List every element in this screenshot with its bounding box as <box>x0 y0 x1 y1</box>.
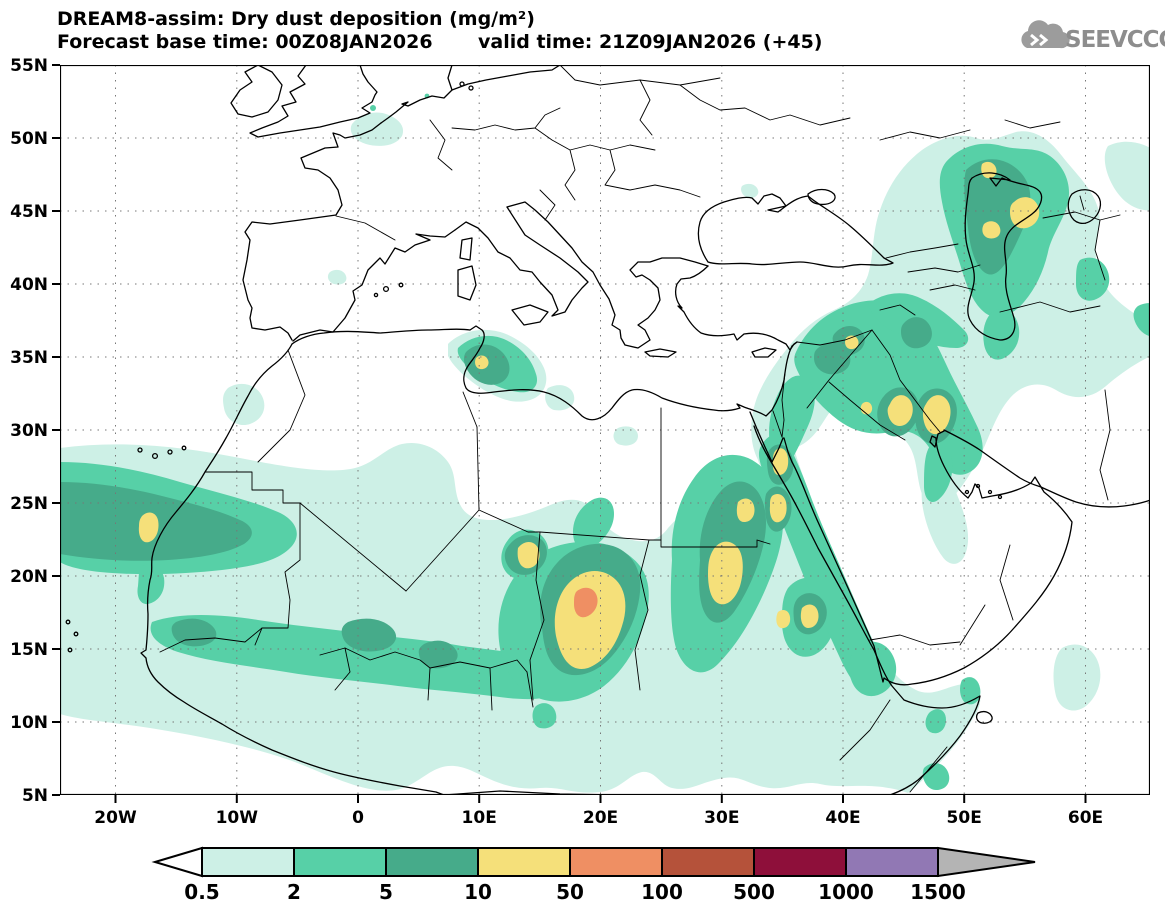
lat-label-50n: 50N <box>10 129 48 149</box>
lon-label-60e: 60E <box>1068 808 1103 828</box>
cloud-icon-chevron-1 <box>1030 33 1040 47</box>
colorbar-tick-100: 100 <box>641 880 683 904</box>
colorbar-tick-0p5: 0.5 <box>184 880 219 904</box>
colorbar: 0.5 2 5 10 50 100 500 1000 1500 <box>151 846 1036 904</box>
logo-text: SEEVCCC <box>1065 27 1165 53</box>
lat-label-30n: 30N <box>10 421 48 441</box>
map-plot-area <box>60 65 1150 795</box>
colorbar-tick-5: 5 <box>379 880 393 904</box>
colorbar-arrow-left <box>151 846 203 878</box>
colorbar-tick-1000: 1000 <box>818 880 874 904</box>
title-line1: DREAM8-assim: Dry dust deposition (mg/m²… <box>57 8 535 30</box>
lon-label-20w: 20W <box>94 808 137 828</box>
lat-axis: 55N 50N 45N 40N 35N 30N 25N 20N 15N 10N … <box>10 56 60 806</box>
graticule <box>60 65 1150 795</box>
lat-label-35n: 35N <box>10 348 48 368</box>
lat-label-5n: 5N <box>22 786 48 806</box>
lon-label-50e: 50E <box>947 808 982 828</box>
colorbar-segment-500-1000 <box>753 847 847 877</box>
dust-layer-50 <box>574 587 598 618</box>
seevccc-logo: SEEVCCC <box>1021 20 1165 53</box>
lon-label-10e: 10E <box>462 808 497 828</box>
title-line2-valid: valid time: 21Z09JAN2026 (+45) <box>478 31 823 53</box>
colorbar-tick-50: 50 <box>556 880 584 904</box>
cloud-icon <box>1021 20 1070 49</box>
colorbar-segment-0p5-2 <box>201 847 295 877</box>
colorbar-tick-1500: 1500 <box>910 880 966 904</box>
lat-label-15n: 15N <box>10 640 48 660</box>
lat-label-20n: 20N <box>10 567 48 587</box>
colorbar-arrow-right <box>937 846 1036 878</box>
lon-label-30e: 30E <box>704 808 739 828</box>
cloud-icon-chevron-2 <box>1039 33 1049 47</box>
colorbar-segment-50-100 <box>569 847 663 877</box>
lon-label-10w: 10W <box>216 808 259 828</box>
lat-label-45n: 45N <box>10 202 48 222</box>
lat-label-25n: 25N <box>10 494 48 514</box>
lon-axis: 20W 10W 0 10E 20E 30E 40E 50E 60E <box>94 795 1103 828</box>
colorbar-tick-10: 10 <box>464 880 492 904</box>
dust-layer-10 <box>138 161 1040 669</box>
coastlines <box>65 65 1150 795</box>
colorbar-segment-1000-1500 <box>845 847 939 877</box>
lon-label-20e: 20E <box>583 808 618 828</box>
lat-label-55n: 55N <box>10 56 48 76</box>
country-borders <box>159 65 1121 793</box>
colorbar-segment-10-50 <box>477 847 571 877</box>
lon-label-0: 0 <box>352 808 364 828</box>
colorbar-tick-500: 500 <box>733 880 775 904</box>
colorbar-tick-2: 2 <box>287 880 301 904</box>
colorbar-segment-5-10 <box>385 847 479 877</box>
colorbar-segment-2-5 <box>293 847 387 877</box>
colorbar-segment-100-500 <box>661 847 755 877</box>
title-line2-forecast: Forecast base time: 00Z08JAN2026 <box>57 31 433 53</box>
lat-label-10n: 10N <box>10 713 48 733</box>
lat-label-40n: 40N <box>10 275 48 295</box>
lon-label-40e: 40E <box>825 808 860 828</box>
